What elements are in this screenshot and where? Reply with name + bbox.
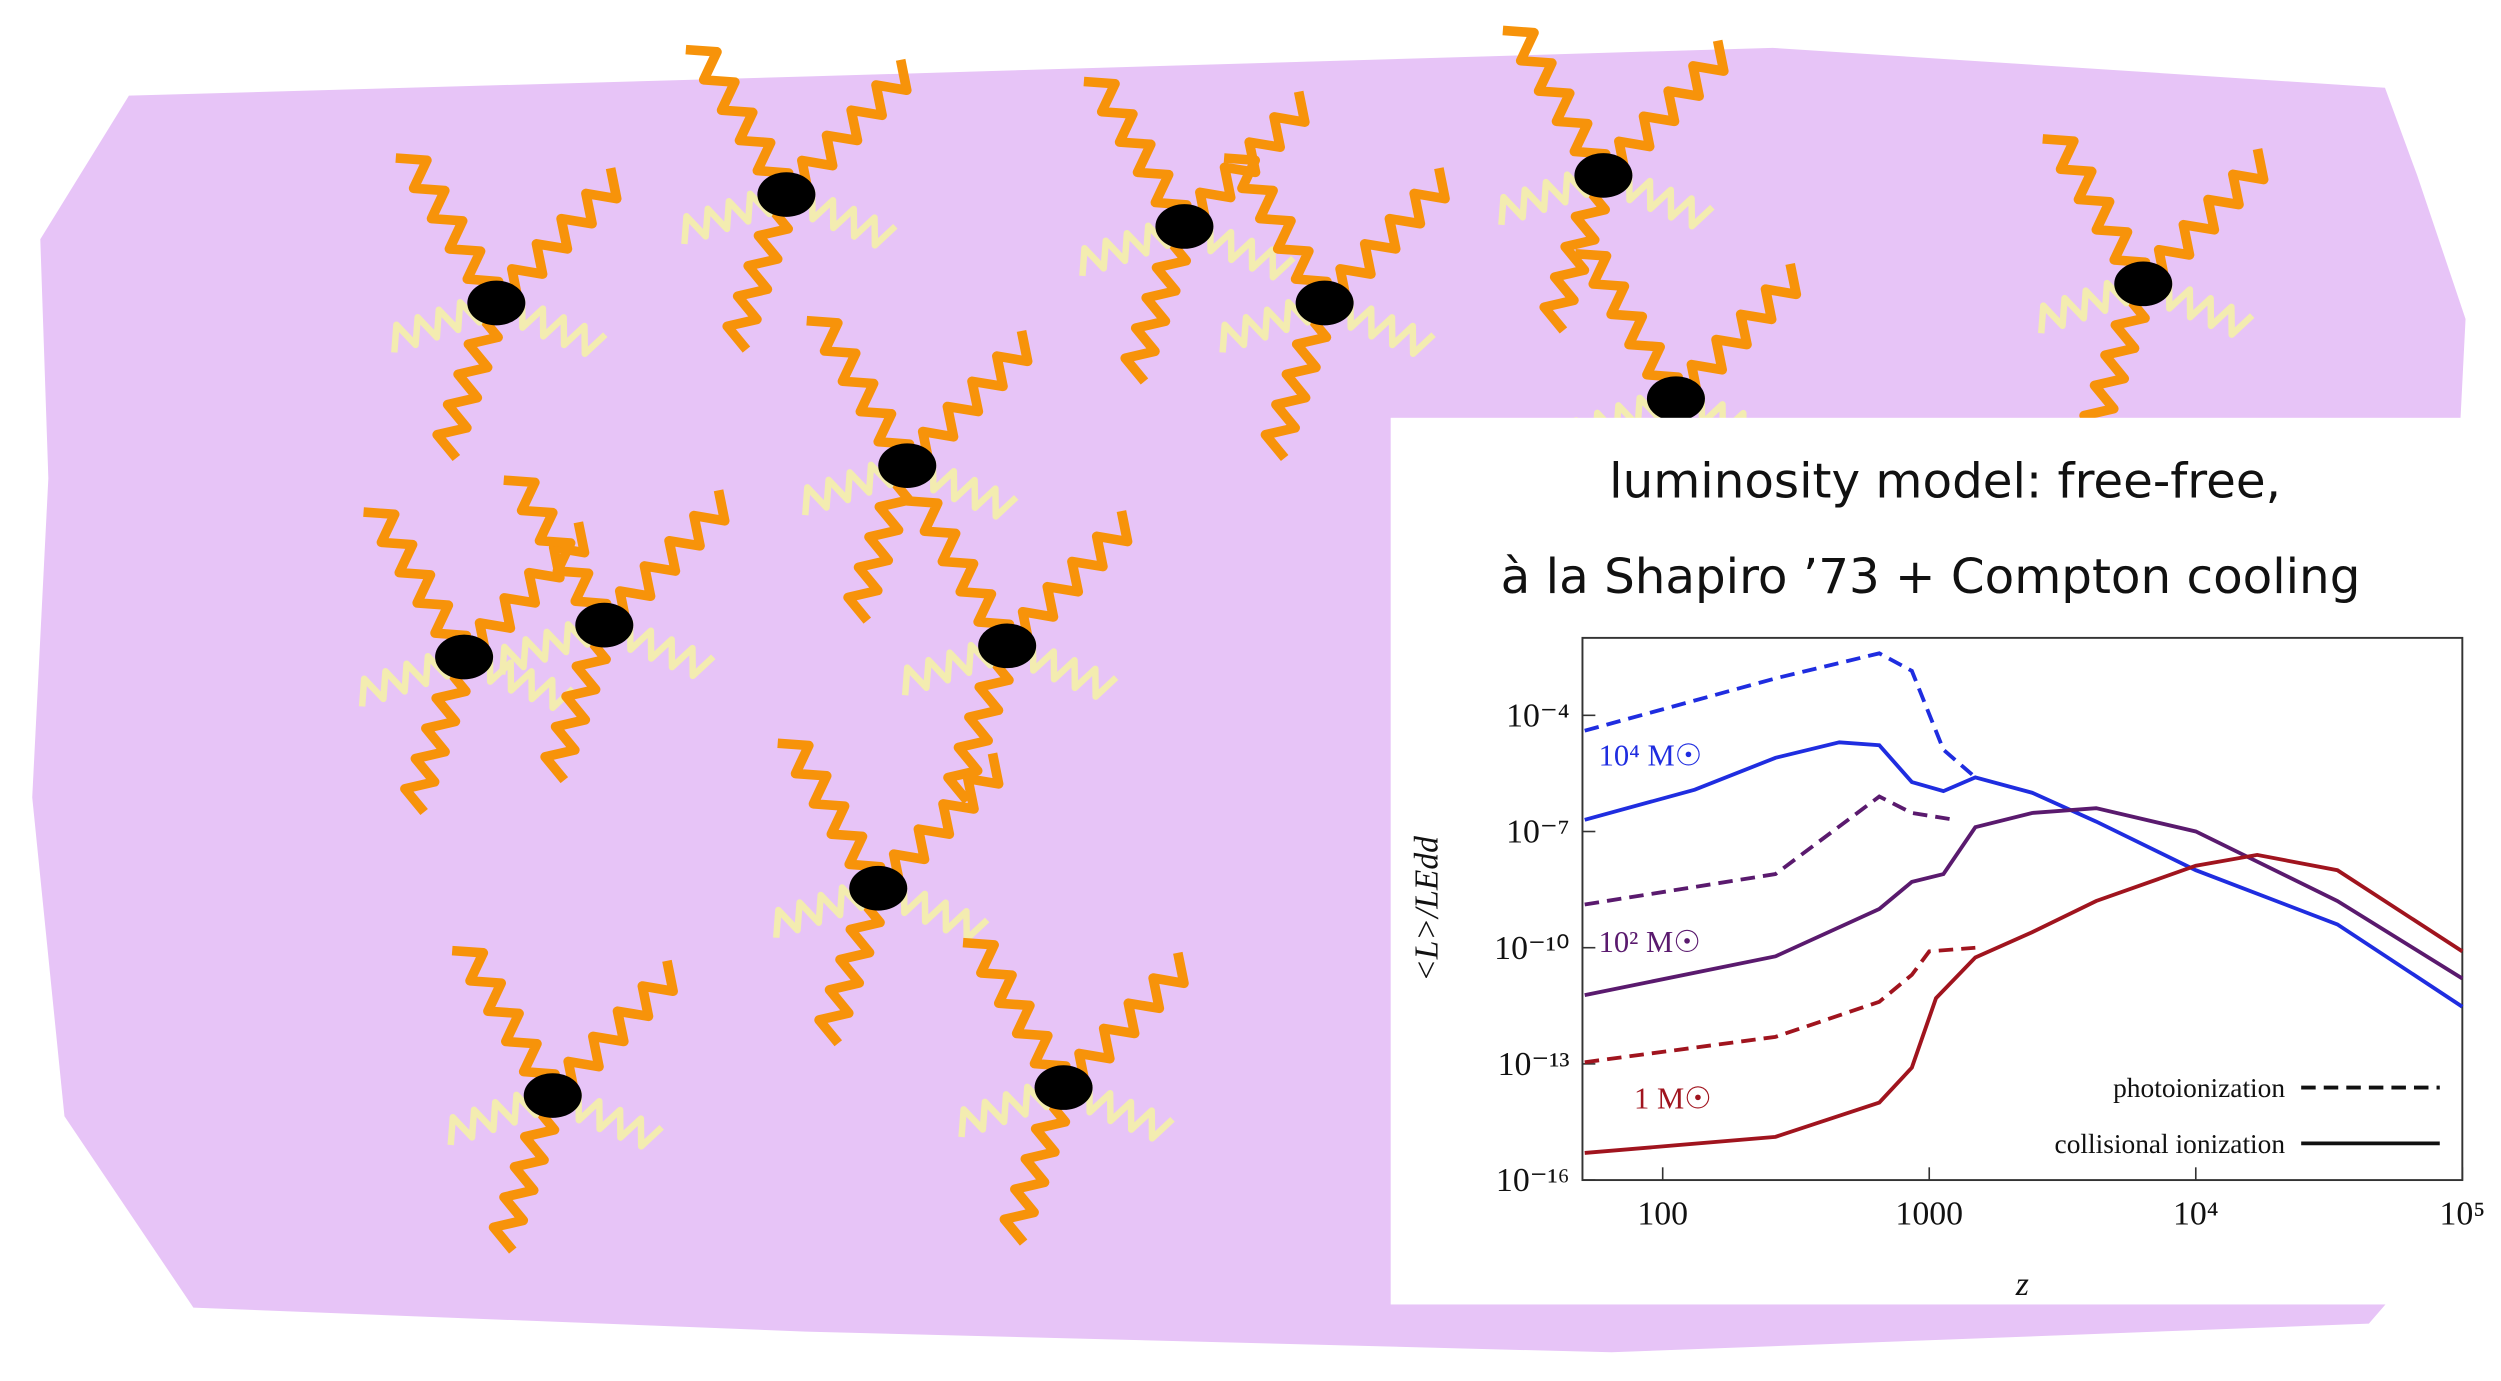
black-hole	[1155, 204, 1214, 249]
orange-arrow	[603, 489, 730, 630]
black-hole	[1646, 376, 1705, 421]
orange-arrow	[432, 298, 503, 462]
orange-arrow	[540, 621, 611, 784]
orange-arrow	[1575, 248, 1684, 400]
orange-arrow	[1006, 510, 1133, 651]
orange-arrow	[400, 652, 471, 816]
orange-arrow	[877, 752, 1004, 893]
legend-label: photoionization	[2113, 1073, 2285, 1103]
y-tick-label: 10⁻⁷	[1506, 814, 1569, 851]
orange-arrow	[363, 507, 472, 658]
orange-arrow	[1602, 39, 1729, 181]
series-annotation: 10² M☉	[1599, 925, 1701, 959]
orange-arrow	[962, 937, 1071, 1089]
line	[1584, 651, 1977, 779]
orange-arrow	[2079, 279, 2150, 442]
y-axis-label: <L>/LEdd	[1408, 836, 1445, 982]
y-tick-label: 10⁻¹³	[1498, 1046, 1570, 1083]
series-annotation: 1 M☉	[1634, 1081, 1712, 1115]
orange-arrow	[1323, 167, 1450, 308]
orange-arrow	[906, 329, 1033, 471]
orange-arrow	[1675, 262, 1802, 404]
black-hole	[757, 172, 816, 217]
orange-arrow	[488, 1091, 560, 1254]
orange-arrow	[785, 58, 912, 200]
orange-arrow	[1223, 153, 1332, 304]
chart-panel	[1390, 417, 2501, 1305]
x-tick-label: 1000	[1895, 1196, 1963, 1233]
orange-arrow	[1183, 90, 1310, 232]
line	[1584, 945, 1976, 1065]
black-hole	[878, 443, 937, 488]
orange-arrow	[2042, 134, 2151, 285]
orange-arrow	[495, 167, 622, 308]
black-hole	[1295, 280, 1354, 326]
legend-label: collisional ionization	[2055, 1129, 2286, 1159]
black-hole	[978, 623, 1037, 669]
chart-title: à la Shapiro ’73 + Compton cooling	[1501, 549, 2361, 605]
orange-arrow	[814, 884, 885, 1047]
black-hole	[523, 1073, 582, 1118]
orange-arrow	[843, 461, 914, 624]
chart-title: luminosity model: free-free,	[1609, 454, 2281, 510]
orange-arrow	[395, 153, 504, 304]
orange-arrow	[2142, 148, 2269, 289]
black-hole	[575, 602, 634, 648]
black-hole	[2114, 261, 2173, 307]
black-hole	[467, 280, 526, 326]
black-hole	[435, 634, 494, 680]
orange-arrow	[451, 945, 560, 1097]
y-tick-label: 10⁻¹⁶	[1496, 1162, 1570, 1199]
orange-arrow	[1539, 171, 1611, 334]
orange-arrow	[999, 1083, 1071, 1246]
black-hole	[1574, 153, 1633, 198]
plot-frame	[1581, 636, 2464, 1182]
x-tick-label: 100	[1637, 1196, 1688, 1233]
black-hole	[849, 865, 908, 911]
orange-arrow	[1062, 951, 1189, 1093]
orange-arrow	[1083, 76, 1192, 227]
orange-arrow	[722, 190, 794, 353]
series-annotation: 10⁴ M☉	[1599, 739, 1703, 773]
orange-arrow	[777, 738, 886, 889]
orange-arrow	[806, 315, 915, 467]
line	[1584, 852, 2464, 1155]
orange-arrow	[943, 641, 1014, 804]
x-tick-label: 10⁵	[2440, 1196, 2486, 1233]
orange-arrow	[906, 496, 1015, 647]
y-tick-label: 10⁻¹⁰	[1494, 930, 1569, 967]
x-tick-label: 10⁴	[2173, 1196, 2219, 1233]
y-tick-label: 10⁻⁴	[1506, 698, 1569, 735]
orange-arrow	[503, 475, 612, 626]
line	[1584, 806, 2464, 997]
orange-arrow	[551, 959, 678, 1101]
black-hole	[1034, 1065, 1093, 1110]
plot: 100 1000 10⁴ 10⁵ 10⁻¹⁶ 10⁻¹³ 10⁻¹⁰ 10⁻⁷ 10⁻⁴ 10⁴ …	[1494, 651, 2486, 1233]
orange-arrow	[1260, 298, 1332, 462]
orange-arrow	[685, 44, 794, 196]
orange-arrow	[1502, 25, 1611, 176]
line	[1584, 794, 1956, 907]
x-axis-label: z	[2015, 1266, 2029, 1303]
orange-arrow	[1120, 222, 1192, 385]
line	[1584, 740, 2464, 1009]
